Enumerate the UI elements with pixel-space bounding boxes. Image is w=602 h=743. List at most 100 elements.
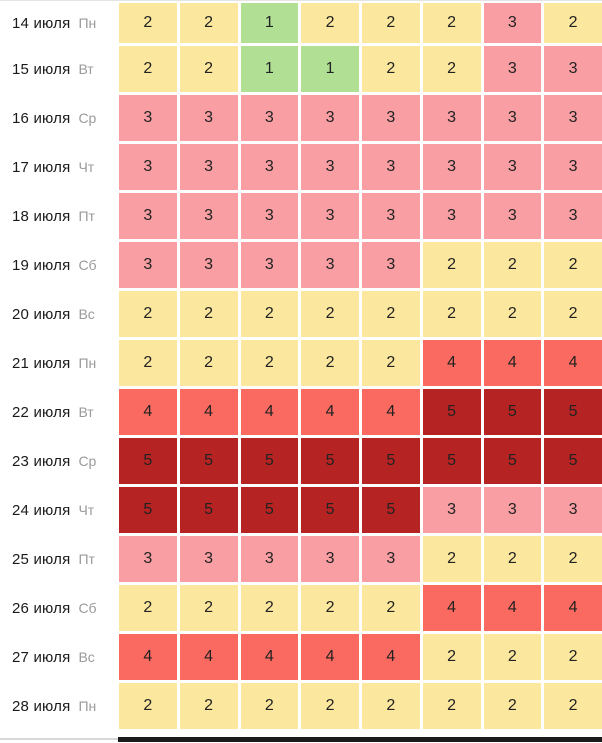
value-cell: 3 (301, 193, 359, 239)
value-cell: 2 (179, 585, 238, 631)
row-date-label: 15 июля Вт (0, 46, 116, 92)
value-cell: 2 (301, 340, 359, 386)
value-cell: 3 (179, 193, 238, 239)
value-cell: 2 (179, 291, 238, 337)
value-cell: 2 (119, 340, 177, 386)
value-cell: 4 (119, 634, 177, 680)
value-cell: 2 (544, 291, 602, 337)
value-cell: 3 (179, 242, 238, 288)
value-cell: 2 (301, 291, 359, 337)
value-cell: 3 (119, 536, 177, 582)
row-date-label: 22 июля Вт (0, 389, 116, 435)
value-cell: 4 (179, 389, 238, 435)
value-cell: 2 (362, 340, 420, 386)
weekday-text: Сб (78, 257, 97, 273)
value-cell: 2 (301, 683, 359, 729)
value-cell: 3 (483, 3, 542, 43)
row-date-label: 20 июля Вс (0, 291, 116, 337)
value-cell: 3 (544, 193, 602, 239)
value-cell: 2 (240, 340, 299, 386)
value-cell: 3 (119, 242, 177, 288)
value-cell: 2 (422, 536, 481, 582)
value-cell: 2 (422, 291, 481, 337)
row-date-label: 19 июля Сб (0, 242, 116, 288)
row-date-label: 25 июля Пт (0, 536, 116, 582)
row-date-label: 17 июля Чт (0, 144, 116, 190)
weekday-text: Вт (78, 404, 94, 420)
value-cell: 2 (240, 291, 299, 337)
value-cell: 5 (544, 438, 602, 484)
value-cell: 5 (301, 438, 359, 484)
value-cell: 4 (544, 340, 602, 386)
value-cell: 3 (362, 95, 420, 141)
row-date-label: 21 июля Пн (0, 340, 116, 386)
weekday-text: Вс (78, 649, 95, 665)
value-cell: 3 (301, 95, 359, 141)
date-text: 16 июля (12, 109, 71, 127)
value-cell: 4 (483, 340, 542, 386)
weekday-text: Пн (78, 355, 97, 371)
value-cell: 2 (179, 683, 238, 729)
value-cell: 3 (362, 193, 420, 239)
weekday-text: Ср (78, 110, 97, 126)
date-text: 17 июля (12, 158, 71, 176)
weekday-text: Вт (78, 61, 94, 77)
value-cell: 5 (544, 389, 602, 435)
value-cell: 2 (301, 585, 359, 631)
value-cell: 2 (179, 46, 238, 92)
value-cell: 3 (240, 95, 299, 141)
value-cell: 4 (422, 340, 481, 386)
value-cell: 5 (483, 438, 542, 484)
value-cell: 2 (240, 683, 299, 729)
weekday-text: Вс (78, 306, 95, 322)
value-cell: 3 (240, 242, 299, 288)
weekday-text: Сб (78, 600, 97, 616)
value-cell: 3 (119, 95, 177, 141)
date-text: 28 июля (12, 697, 71, 715)
value-cell: 2 (483, 291, 542, 337)
value-cell: 3 (544, 95, 602, 141)
value-cell: 4 (544, 585, 602, 631)
value-cell: 3 (483, 95, 542, 141)
value-cell: 2 (119, 291, 177, 337)
value-cell: 5 (483, 389, 542, 435)
row-date-label: 27 июля Вс (0, 634, 116, 680)
date-text: 20 июля (12, 305, 71, 323)
value-cell: 4 (422, 585, 481, 631)
value-cell: 3 (483, 144, 542, 190)
value-cell: 5 (240, 487, 299, 533)
weekday-text: Чт (78, 159, 95, 175)
row-date-label: 16 июля Ср (0, 95, 116, 141)
weekday-text: Пн (78, 15, 97, 31)
value-cell: 3 (240, 193, 299, 239)
value-cell: 4 (362, 634, 420, 680)
value-cell: 2 (422, 242, 481, 288)
date-text: 26 июля (12, 599, 71, 617)
value-cell: 3 (179, 536, 238, 582)
value-cell: 1 (240, 3, 299, 43)
weekday-text: Пн (78, 698, 97, 714)
value-cell: 2 (483, 683, 542, 729)
value-cell: 2 (119, 683, 177, 729)
value-cell: 3 (301, 144, 359, 190)
value-cell: 2 (179, 340, 238, 386)
value-cell: 2 (119, 585, 177, 631)
value-cell: 2 (362, 3, 420, 43)
value-cell: 3 (483, 487, 542, 533)
value-cell: 3 (544, 46, 602, 92)
date-text: 14 июля (12, 14, 71, 32)
value-cell: 4 (119, 389, 177, 435)
date-text: 19 июля (12, 256, 71, 274)
value-cell: 3 (544, 144, 602, 190)
value-cell: 3 (422, 193, 481, 239)
